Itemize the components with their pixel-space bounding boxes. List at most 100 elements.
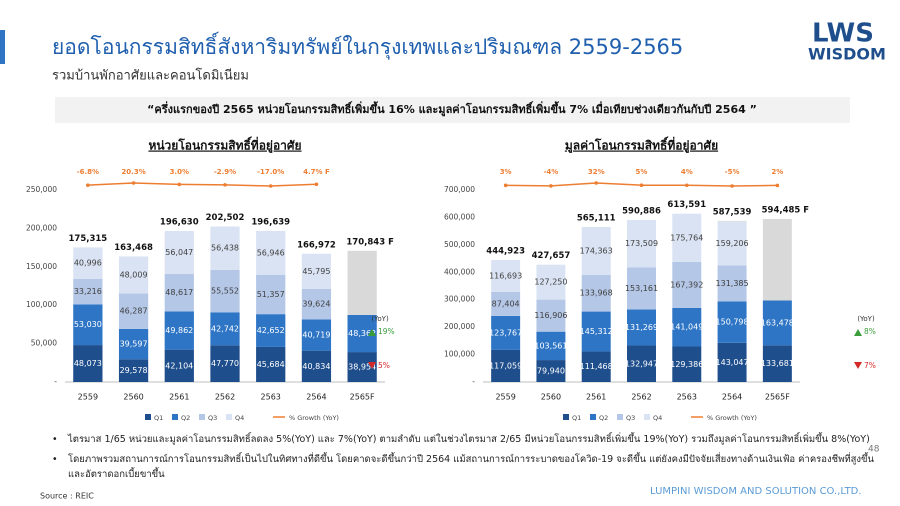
x-tick-label: 2560 (123, 393, 143, 402)
legend-swatch (172, 414, 178, 420)
bar-segment (581, 226, 611, 275)
value-label: 56,946 (257, 248, 285, 257)
growth-point (503, 183, 508, 188)
subtitle: รวมบ้านพักอาศัยและคอนโดมิเนียม (52, 68, 249, 84)
y-tick-label: - (472, 377, 475, 386)
up-arrow (368, 329, 376, 336)
bullet-text: โดยภาพรวมสถานการณ์การโอนกรรมสิทธิ์เป็นไป… (68, 454, 875, 480)
x-tick-label: 2561 (169, 393, 189, 402)
value-label: 103,561 (534, 341, 567, 350)
value-label: 55,552 (211, 287, 239, 296)
value-label: 133,681 (761, 359, 794, 368)
total-label: 427,657 (532, 251, 571, 261)
y-tick-label: 250,000 (26, 185, 57, 194)
bullet-text: ไตรมาส 1/65 หน่วยและมูลค่าโอนกรรมสิทธิ์ล… (68, 434, 870, 445)
y-tick-label: 700,000 (444, 185, 475, 194)
growth-label: 4% (681, 168, 693, 176)
bar-segment (717, 221, 747, 266)
total-label: 175,315 (68, 234, 107, 244)
bar-segment (536, 264, 566, 300)
value-label: 150,798 (716, 318, 749, 327)
bar-segment (210, 312, 240, 346)
value-label: 173,509 (625, 239, 658, 248)
bar-segment (672, 346, 702, 382)
value-label: 38,954 (348, 363, 376, 372)
down-label: 7% (864, 361, 876, 370)
value-label: 143,047 (716, 358, 749, 367)
yoy-note: (YoY) (857, 315, 875, 323)
value-label: 40,996 (74, 259, 102, 268)
bar-segment (118, 256, 149, 294)
x-tick-label: 2563 (261, 393, 281, 402)
growth-point (223, 183, 227, 187)
x-tick-label: 2560 (541, 393, 561, 402)
x-tick-label: 2562 (631, 393, 651, 402)
x-tick-label: 2563 (677, 393, 697, 402)
legend-label: Q3 (626, 414, 635, 422)
legend-label: % Growth (YoY) (289, 414, 339, 422)
growth-label: 2% (771, 168, 783, 176)
down-arrow (368, 362, 376, 369)
bar-segment (118, 293, 149, 329)
legend-label: Q4 (235, 414, 244, 422)
bar-segment (256, 230, 286, 275)
bar-segment (672, 307, 702, 347)
quote-box (55, 97, 850, 123)
growth-point (549, 184, 553, 188)
footer: LUMPINI WISDOM AND SOLUTION CO.,LTD. (650, 486, 862, 497)
logo-bottom: WISDOM (808, 45, 886, 64)
accent-bar (0, 30, 5, 64)
bar-segment (73, 278, 103, 305)
forecast-bar (347, 250, 377, 315)
value-label: 131,385 (716, 279, 749, 288)
chart-title: หน่วยโอนกรรมสิทธิ์ที่อยู่อาศัย (148, 137, 301, 154)
value-label: 56,438 (211, 244, 239, 253)
value-label: 116,693 (489, 271, 522, 280)
legend-label: Q3 (208, 414, 217, 422)
growth-label: 32% (588, 168, 605, 176)
down-label: 5% (378, 361, 390, 370)
value-label: 129,386 (670, 360, 703, 369)
bar-segment (256, 314, 286, 347)
value-label: 53,030 (74, 320, 102, 329)
total-label: 196,639 (251, 217, 290, 227)
y-tick-label: 100,000 (26, 300, 57, 309)
quote: “ครึ่งแรกของปี 2565 หน่วยโอนกรรมสิทธิ์เพ… (147, 101, 757, 117)
bar-segment (210, 226, 240, 270)
value-label: 145,312 (580, 327, 613, 336)
bar-segment (491, 315, 521, 350)
bar-segment (210, 345, 240, 382)
value-label: 45,795 (302, 267, 330, 276)
value-label: 153,161 (625, 284, 658, 293)
total-label: 594,485 F (762, 205, 810, 215)
total-label: 613,591 (667, 200, 706, 210)
y-tick-label: 200,000 (26, 223, 57, 232)
x-tick-label: 2564 (306, 393, 326, 402)
growth-label: -5% (725, 168, 740, 176)
bar-segment (717, 301, 747, 343)
value-label: 116,906 (534, 311, 567, 320)
bar-segment (256, 274, 286, 315)
x-tick-label: 2559 (78, 393, 98, 402)
growth-point (268, 184, 273, 188)
bar-segment (491, 349, 521, 382)
growth-label: 3.0% (170, 168, 189, 176)
growth-line (87, 182, 317, 187)
growth-label: 20.3% (121, 168, 145, 176)
bar-segment (491, 291, 521, 316)
up-label: 8% (864, 327, 876, 336)
value-label: 117,059 (489, 361, 522, 370)
bar-segment (118, 328, 149, 360)
growth-label: -17.0% (257, 168, 284, 176)
growth-label: 4.7% F (303, 168, 330, 176)
legend-swatch (145, 414, 151, 420)
value-label: 131,269 (625, 323, 658, 332)
legend-label: Q2 (599, 414, 608, 422)
growth-point (177, 182, 182, 187)
value-label: 111,468 (580, 362, 613, 371)
bar-segment (210, 269, 240, 313)
title: ยอดโอนกรรมสิทธิ์สังหาริมทรัพย์ในกรุงเทพแ… (52, 31, 683, 60)
bar-segment (627, 219, 656, 268)
bar-segment (627, 345, 656, 382)
